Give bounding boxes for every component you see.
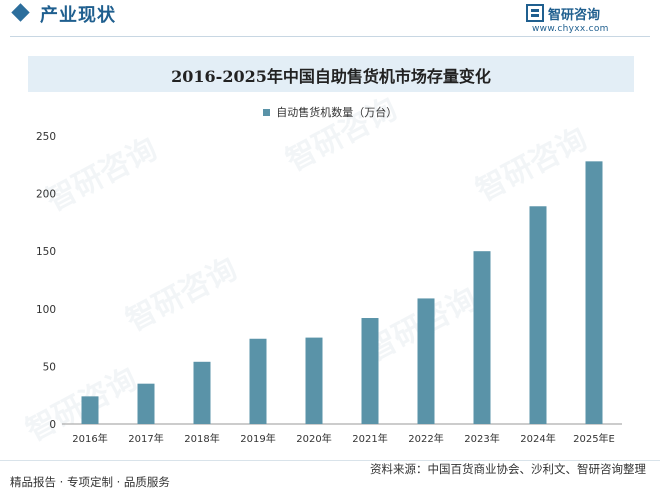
bar (473, 251, 491, 424)
header-divider (10, 36, 650, 37)
x-tick-label: 2018年 (184, 432, 219, 445)
x-tick-label: 2017年 (128, 432, 163, 445)
legend: 自动售货机数量（万台） (0, 104, 660, 120)
y-tick-label: 100 (36, 304, 56, 316)
x-tick-label: 2023年 (464, 432, 499, 445)
bar (361, 318, 379, 424)
y-tick-label: 50 (43, 361, 56, 373)
x-tick-label: 2021年 (352, 432, 387, 445)
bar (193, 361, 211, 424)
bar (529, 206, 547, 424)
source-note: 资料来源：中国百货商业协会、沙利文、智研咨询整理 (370, 462, 646, 476)
x-tick-label: 2022年 (408, 432, 443, 445)
brand[interactable]: 智研咨询 www.chyxx.com (526, 4, 646, 34)
footer-tagline: 精品报告 · 专项定制 · 品质服务 (10, 475, 170, 489)
chart-title-bar: 2016-2025年中国自助售货机市场存量变化 (28, 56, 634, 92)
bar (137, 383, 155, 424)
y-tick-label: 150 (36, 246, 56, 258)
header: 产业现状 智研咨询 www.chyxx.com (0, 0, 660, 34)
chart-title: 2016-2025年中国自助售货机市场存量变化 (171, 67, 491, 86)
bar (249, 338, 267, 424)
x-tick-label: 2025年E (573, 432, 615, 445)
bar (585, 161, 603, 424)
brand-name: 智研咨询 (548, 8, 601, 23)
x-tick-label: 2024年 (520, 432, 555, 445)
y-tick-label: 250 (36, 131, 56, 143)
bar (81, 396, 99, 424)
legend-label: 自动售货机数量（万台） (276, 106, 398, 119)
brand-url[interactable]: www.chyxx.com (532, 24, 609, 34)
legend-swatch (262, 108, 270, 116)
y-tick-label: 200 (36, 189, 56, 201)
footer-divider (0, 460, 660, 461)
bar (305, 337, 323, 424)
bar (417, 298, 435, 424)
x-tick-label: 2019年 (240, 432, 275, 445)
section-title: 产业现状 (40, 5, 116, 26)
x-tick-label: 2020年 (296, 432, 331, 445)
x-tick-label: 2016年 (72, 432, 107, 445)
y-tick-label: 0 (49, 419, 56, 431)
brand-logo-icon (526, 4, 544, 22)
